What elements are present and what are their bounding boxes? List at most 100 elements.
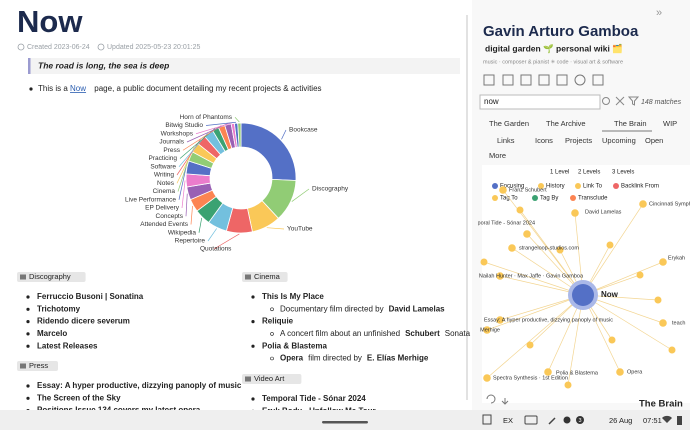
level-option[interactable]: 3 Levels [612,170,634,176]
level-option[interactable]: 1 Level [550,170,569,176]
bullet [26,320,30,324]
graph-node[interactable] [608,336,616,344]
search-box[interactable] [479,94,601,110]
battery-icon [677,416,682,425]
sub-bullet [270,307,274,312]
keyboard-layout[interactable]: EX [503,416,513,425]
graph-node[interactable] [606,241,614,249]
search-text[interactable]: now [484,97,499,106]
graph-node[interactable] [659,319,667,327]
tab[interactable]: The Archive [546,119,586,128]
wifi-icon [662,415,672,423]
match-count: 148 matches [641,99,682,106]
graph-node[interactable] [636,271,644,279]
tab[interactable]: The Garden [489,119,529,128]
graph-icon[interactable] [556,74,568,86]
graph-node[interactable] [480,258,488,266]
tab[interactable]: The Brain [614,119,647,128]
graph-node[interactable] [639,200,647,208]
settings-icon[interactable] [538,74,550,86]
intro-text: This is a [38,84,68,93]
leader-line [207,228,217,242]
donut-label: Notes [157,180,175,187]
pen-icon[interactable] [548,417,556,425]
graph-node[interactable] [483,374,491,382]
site-name: Gavin Arturo Gamboa [483,23,639,40]
sub-bullet [270,356,274,361]
graph-node-label: Cincinnati Symphony [649,201,690,207]
graph-footer: The Brain [639,399,683,410]
graph-node[interactable] [571,209,579,217]
subtab[interactable]: Links [497,136,515,145]
keyboard-icon[interactable] [524,415,538,425]
subtab[interactable]: More [489,151,506,160]
legend-label: History [546,184,565,190]
home-icon[interactable] [483,74,495,86]
app-icon[interactable] [482,414,492,425]
graph-node[interactable] [659,258,667,266]
graph-node-label: Polia & Blastema [556,370,599,376]
rss-icon[interactable] [520,74,532,86]
subtab[interactable]: Projects [565,136,592,145]
bullet [251,397,255,401]
graph-node[interactable] [496,272,504,280]
list-item: Ferruccio Busoni | Sonatina [37,292,144,301]
graph-node[interactable] [544,368,552,376]
tag-icon[interactable] [502,74,514,86]
graph-edge [483,261,584,296]
legend-swatch [575,183,581,189]
bullet [29,87,33,91]
sub-item-part: Opera [280,354,304,363]
clear-icon[interactable] [615,96,625,106]
filter-icon[interactable] [627,96,640,106]
graph-node-label: Franz Schubert [509,187,547,193]
badge-count: 3 [578,418,581,424]
graph-node[interactable] [526,341,534,349]
legend-swatch [532,195,538,201]
focus-node[interactable] [572,284,594,306]
sub-bullet [270,332,274,336]
donut-label: Live Performance [125,196,176,203]
graph-node[interactable] [508,244,516,252]
leader-line [178,167,187,200]
list-item: Essay: A hyper productive, dizzying pano… [37,381,242,390]
graph-node[interactable] [654,296,662,304]
graph-node[interactable] [523,230,531,238]
graph-edge [582,294,673,351]
leader-line [198,217,203,233]
search-icon[interactable] [602,97,610,105]
graph-node[interactable] [556,246,564,254]
nav-handle[interactable] [322,421,368,424]
donut-label: Writing [154,172,174,179]
subtab[interactable]: Upcoming [602,136,636,145]
graph-node[interactable] [616,368,624,376]
graph-node[interactable] [668,346,676,354]
section-title: Discography [29,272,71,281]
intro-link[interactable]: Now [70,84,86,93]
graph-node-label: Essay: A hyper productive, dizzying pano… [484,317,613,323]
subtab[interactable]: Icons [535,136,553,145]
graph-node-label: Opera [627,369,643,375]
list-item: Reliquie [262,317,294,326]
section-tag [242,272,288,282]
collapse-icon[interactable]: » [656,7,662,19]
graph-tools[interactable] [486,394,509,405]
tab[interactable]: WIP [663,119,677,128]
subtab[interactable]: Open [645,136,663,145]
list-item: Ridendo dicere severum [37,317,130,326]
level-option[interactable]: 2 Levels [578,170,600,176]
theme-icon[interactable] [574,74,586,86]
folder-icon[interactable] [592,74,604,86]
graph-node[interactable] [496,316,504,324]
sub-item: Opera film directed by E. Elías Merhige [280,354,429,363]
graph-node[interactable] [483,326,491,334]
graph-node[interactable] [564,381,572,389]
graph-node[interactable] [516,206,524,214]
graph-node[interactable] [499,186,507,194]
sub-item-part: film directed by [308,354,362,363]
graph-edge [519,209,584,296]
donut-label: Practicing [148,155,177,162]
taskbar [0,410,690,430]
section-icon [245,376,251,382]
donut-label: Bitwig Studio [165,122,203,129]
